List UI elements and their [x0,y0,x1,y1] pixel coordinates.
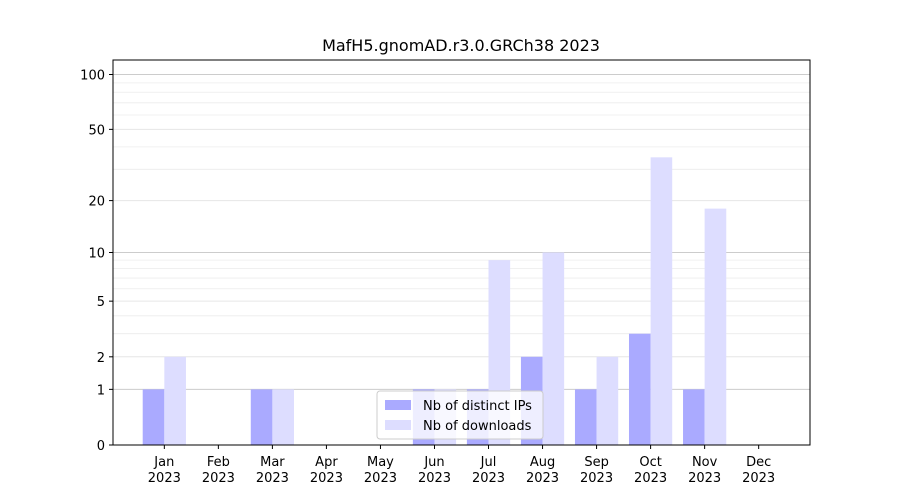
y-tick-label: 10 [88,247,105,262]
x-tick-label: Aug 2023 [526,455,559,486]
legend: Nb of distinct IPs Nb of downloads [376,390,544,440]
legend-swatch [385,400,411,410]
y-tick-label: 2 [97,351,105,366]
chart-title: MafH5.gnomAD.r3.0.GRCh38 2023 [322,36,600,55]
x-tick-label: Apr 2023 [310,455,343,486]
legend-label: Nb of distinct IPs [423,399,532,414]
x-tick-label: May 2023 [364,455,397,486]
y-tick-label: 100 [80,69,105,84]
legend-box [376,390,544,440]
bar-downloads [650,157,673,445]
bar-ips [574,389,597,445]
bar-downloads [596,356,619,445]
bar-ips [628,333,651,445]
legend-swatch [385,420,411,430]
y-tick-label: 20 [88,195,105,210]
legend-label: Nb of downloads [423,419,532,434]
x-tick-label: Mar 2023 [256,455,289,486]
x-tick-label: Jun 2023 [418,455,451,486]
bar-downloads [272,389,295,445]
bar-downloads [164,356,186,445]
x-tick-label: Dec 2023 [742,455,775,486]
x-tick-label: Oct 2023 [634,455,667,486]
x-axis: Jan 2023 Feb 2023 Mar 2023 Apr 2023 May 2023 Jun 20… [148,445,775,486]
x-tick-label: Nov 2023 [688,455,721,486]
x-tick-label: Jan 2023 [148,455,181,486]
x-tick-label: Sep 2023 [580,455,613,486]
x-tick-label: Jul 2023 [472,455,505,486]
bar-downloads [704,208,727,445]
y-tick-label: 1 [97,383,105,398]
y-tick-label: 50 [88,123,105,138]
bar-downloads [542,252,565,445]
x-tick-label: Feb 2023 [202,455,235,486]
y-tick-label: 5 [97,295,105,310]
y-axis: 0 1 2 5 10 20 50 100 [80,69,113,454]
bar-ips [683,389,705,445]
bar-ips [250,389,273,445]
bar-ips [142,389,165,445]
y-tick-label: 0 [97,439,105,454]
